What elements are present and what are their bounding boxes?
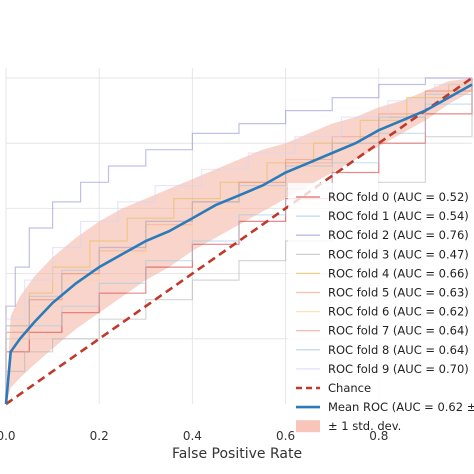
- x-axis-label: False Positive Rate: [172, 446, 302, 462]
- legend-swatch-std: [296, 420, 320, 433]
- x-tick-label: 0.8: [369, 429, 388, 443]
- legend-label: ROC fold 4 (AUC = 0.66): [328, 266, 469, 280]
- roc-fold-line-9: [5, 78, 473, 404]
- x-tick-label: 0.6: [276, 429, 295, 443]
- legend-label: Chance: [328, 381, 371, 395]
- x-tick-label: 0.2: [90, 429, 109, 443]
- mean-group: [4, 83, 473, 405]
- legend: ROC fold 0 (AUC = 0.52) ROC fold 1 (AUC =…: [288, 183, 474, 433]
- legend-label: ROC fold 3 (AUC = 0.47): [328, 247, 469, 261]
- x-tick-label: 0.4: [183, 429, 202, 443]
- chance-line: [5, 76, 473, 406]
- roc-fold-line-2: [5, 77, 472, 404]
- legend-label: ROC fold 2 (AUC = 0.76): [328, 228, 469, 242]
- legend-label: ROC fold 8 (AUC = 0.64): [328, 343, 469, 357]
- legend-box: [288, 183, 474, 413]
- legend-label: ROC fold 9 (AUC = 0.70): [328, 362, 469, 376]
- fold-lines: [5, 77, 473, 404]
- legend-label: ROC fold 7 (AUC = 0.64): [328, 324, 469, 338]
- roc-fold-line-3: [5, 78, 473, 404]
- x-tick-labels: 0.0 0.2 0.4 0.6 0.8: [0, 429, 388, 443]
- std-band: [6, 78, 472, 404]
- mean-roc-line: [4, 83, 473, 405]
- legend-label: ROC fold 6 (AUC = 0.62): [328, 305, 469, 319]
- legend-label: ROC fold 0 (AUC = 0.52): [328, 190, 469, 204]
- legend-label: ROC fold 5 (AUC = 0.63): [328, 286, 469, 300]
- roc-fold-line-1: [5, 78, 473, 404]
- legend-label: ± 1 std. dev.: [328, 419, 401, 433]
- legend-label: ROC fold 1 (AUC = 0.54): [328, 209, 469, 223]
- x-tick-label: 0.0: [0, 429, 16, 443]
- legend-label: Mean ROC (AUC = 0.62 ±: [328, 400, 474, 414]
- chance-group: [5, 76, 473, 406]
- roc-fold-line-0: [5, 78, 473, 404]
- std-band-group: [6, 78, 472, 404]
